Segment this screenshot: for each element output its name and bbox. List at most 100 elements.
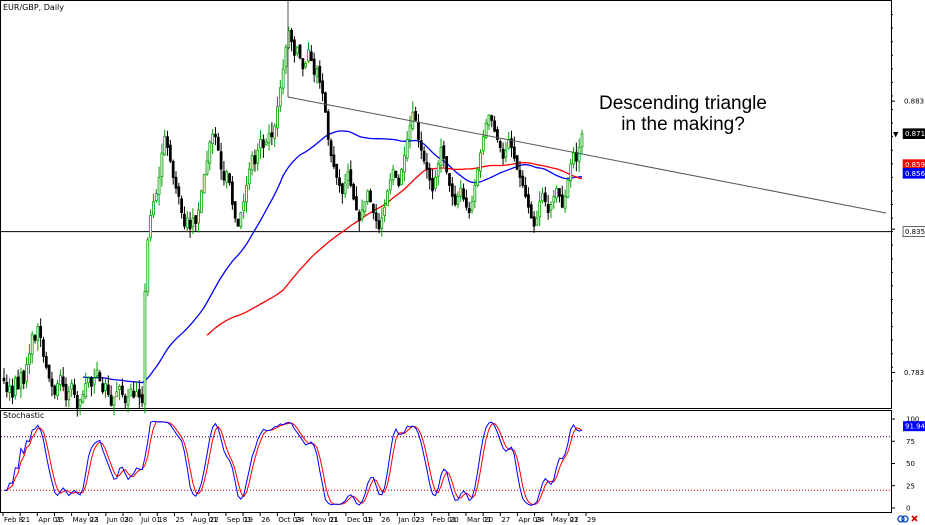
chain-link-and-pin-icon[interactable] bbox=[897, 515, 918, 523]
candle-body bbox=[123, 395, 127, 403]
candle-body bbox=[445, 156, 449, 173]
x-tick-label: Dec 01 bbox=[347, 516, 372, 524]
candle-body bbox=[527, 194, 530, 208]
x-tick-label: Feb 8 bbox=[4, 516, 23, 524]
candle-body bbox=[25, 364, 28, 382]
candle-body bbox=[318, 65, 322, 83]
stochastic-k-line bbox=[4, 420, 583, 506]
candle-body bbox=[304, 63, 308, 68]
trendline-group bbox=[287, 1, 887, 214]
x-tick-label: 23 bbox=[416, 516, 425, 524]
candle-body bbox=[493, 120, 496, 132]
symbol-label: EUR/GBP, Daily bbox=[3, 3, 64, 12]
candle-body bbox=[92, 377, 96, 385]
candle-body bbox=[140, 394, 144, 403]
candle-body bbox=[95, 369, 99, 377]
candle-body bbox=[84, 383, 88, 398]
candle-body bbox=[126, 396, 130, 406]
candle-body bbox=[42, 339, 45, 357]
candle-body bbox=[73, 384, 76, 395]
candle-body bbox=[22, 370, 26, 384]
stochastic-label: Stochastic bbox=[3, 411, 44, 420]
candle-body bbox=[335, 163, 339, 178]
candle-body bbox=[414, 111, 418, 121]
moving-average-group bbox=[82, 130, 583, 384]
candle-body bbox=[5, 382, 9, 393]
candle-body bbox=[349, 169, 353, 186]
candle-body bbox=[479, 152, 482, 172]
candle-body bbox=[343, 182, 347, 195]
candle-body bbox=[214, 133, 217, 138]
candle-body bbox=[64, 383, 68, 401]
candle-body bbox=[129, 388, 133, 397]
candle-body bbox=[11, 385, 14, 398]
candle-body bbox=[329, 140, 333, 157]
x-tick-label: 20 bbox=[484, 516, 493, 524]
candle-body bbox=[498, 141, 502, 148]
candle-body bbox=[185, 217, 189, 229]
candle-body bbox=[39, 325, 43, 338]
candle-body bbox=[168, 144, 172, 162]
candle-body bbox=[558, 188, 561, 197]
candle-body bbox=[507, 138, 511, 149]
stochastic-lines bbox=[4, 420, 583, 506]
candle-body bbox=[19, 372, 23, 389]
candle-body bbox=[369, 190, 372, 203]
candle-body bbox=[194, 215, 198, 224]
candle-body bbox=[541, 193, 544, 202]
candle-body bbox=[538, 201, 542, 218]
candle-body bbox=[324, 92, 327, 113]
candle-body bbox=[312, 58, 316, 75]
candle-body bbox=[307, 49, 310, 62]
candle-body bbox=[13, 377, 17, 396]
candle-body bbox=[61, 376, 65, 387]
candle-body bbox=[535, 217, 539, 226]
price-badge-box bbox=[902, 226, 925, 237]
candle-body bbox=[70, 383, 74, 390]
candle-body bbox=[417, 121, 420, 140]
candle-body bbox=[101, 383, 105, 393]
candle-body bbox=[560, 194, 564, 208]
x-tick-label: May 02 bbox=[73, 516, 99, 524]
candle-body bbox=[222, 170, 226, 181]
candle-body bbox=[259, 138, 262, 149]
candle-body bbox=[340, 183, 344, 195]
candle-body bbox=[448, 173, 451, 186]
candle-body bbox=[580, 133, 584, 148]
candle-body bbox=[481, 136, 485, 152]
moving-average-blue bbox=[82, 130, 583, 384]
price-badge-label: 0.8597 bbox=[905, 161, 925, 169]
x-tick-label: Jun 03 bbox=[106, 516, 129, 524]
candle-body bbox=[53, 385, 57, 395]
price-badge-label: 0.8711 bbox=[905, 130, 925, 138]
candle-body bbox=[504, 149, 508, 158]
candle-body bbox=[81, 394, 85, 403]
candle-body bbox=[476, 168, 480, 186]
x-tick-label: Oct 03 bbox=[278, 516, 301, 524]
candle-body bbox=[250, 155, 254, 171]
candle-body bbox=[75, 394, 79, 409]
candle-body bbox=[467, 208, 471, 214]
candle-body bbox=[174, 176, 178, 189]
candle-body bbox=[267, 133, 271, 144]
candle-body bbox=[183, 213, 186, 227]
x-tick-label: May 01 bbox=[553, 516, 579, 524]
candle-body bbox=[152, 201, 155, 216]
stochastic-plot-frame bbox=[0, 410, 892, 513]
candle-body bbox=[315, 68, 319, 77]
x-tick-label: Apr 01 bbox=[38, 516, 61, 524]
stoch-tick-label: 0 bbox=[906, 505, 910, 513]
candle-body bbox=[572, 152, 575, 165]
price-badges: ▼ 0.8711 0.85970.8565 0.8350 91.94 bbox=[893, 128, 925, 432]
candle-body bbox=[473, 185, 477, 202]
candle-body bbox=[262, 139, 265, 148]
candle-body bbox=[106, 384, 110, 395]
candle-body bbox=[346, 171, 350, 182]
candle-body bbox=[27, 353, 31, 365]
x-tick-label: 24 bbox=[296, 516, 305, 524]
x-tick-label: 25 bbox=[175, 516, 184, 524]
candle-body bbox=[298, 44, 302, 59]
candle-body bbox=[154, 193, 158, 201]
candle-body bbox=[462, 188, 465, 200]
